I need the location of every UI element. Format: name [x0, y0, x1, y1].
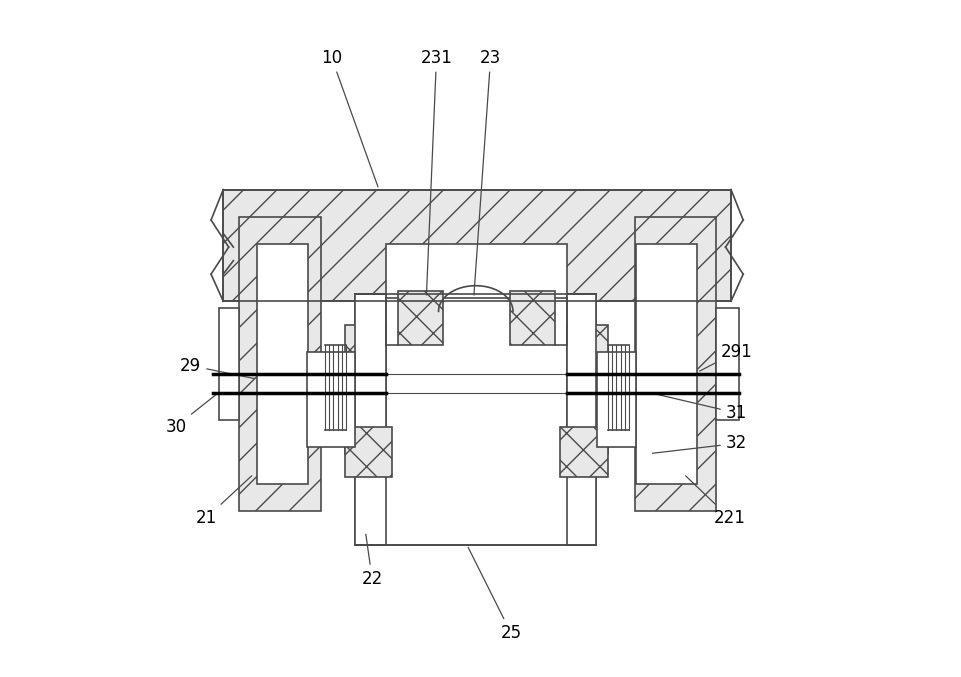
- Bar: [356, 294, 385, 545]
- Bar: [636, 244, 697, 484]
- Text: 30: 30: [165, 395, 216, 435]
- Bar: [258, 244, 308, 484]
- Text: 231: 231: [421, 49, 453, 295]
- Text: 32: 32: [653, 435, 747, 454]
- Bar: [510, 291, 554, 345]
- Text: 291: 291: [700, 343, 752, 371]
- Bar: [223, 190, 731, 301]
- Bar: [345, 325, 385, 454]
- Text: 23: 23: [474, 49, 502, 295]
- Bar: [345, 427, 392, 477]
- Text: 10: 10: [321, 49, 378, 187]
- Text: 29: 29: [180, 357, 255, 378]
- Bar: [716, 308, 739, 420]
- Text: 221: 221: [685, 476, 746, 527]
- Bar: [635, 217, 716, 511]
- Bar: [567, 325, 607, 454]
- Bar: [567, 294, 596, 545]
- Text: 22: 22: [361, 534, 382, 588]
- Bar: [218, 308, 239, 420]
- Bar: [597, 352, 636, 447]
- Bar: [239, 217, 321, 511]
- Text: 25: 25: [468, 548, 522, 642]
- Bar: [356, 294, 596, 545]
- Bar: [560, 427, 607, 477]
- Bar: [385, 244, 567, 298]
- Text: 31: 31: [653, 393, 747, 422]
- Text: 21: 21: [196, 476, 252, 527]
- Bar: [398, 291, 443, 345]
- Bar: [307, 352, 356, 447]
